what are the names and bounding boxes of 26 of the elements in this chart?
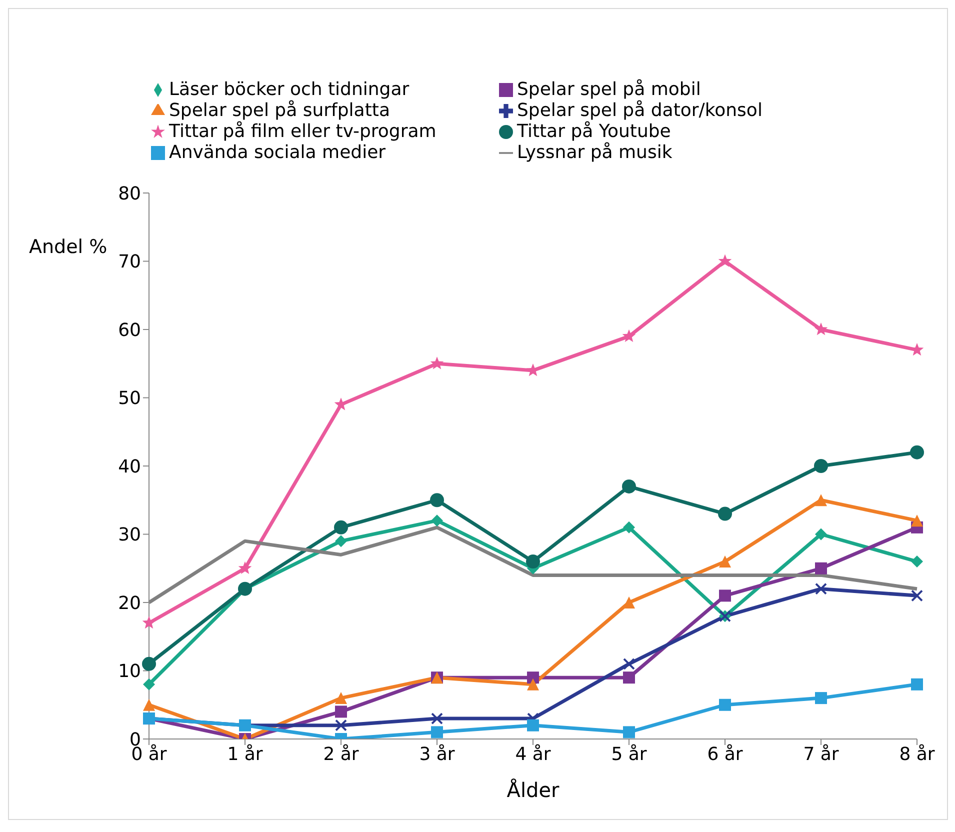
- x-tick-label: 3 år: [419, 744, 456, 765]
- y-axis-title: Andel %: [29, 236, 108, 258]
- y-tick-label: 50: [118, 388, 141, 410]
- x-tick-label: 4 år: [515, 744, 552, 765]
- legend-label: Läser böcker och tidningar: [169, 79, 410, 100]
- y-tick-label: 60: [118, 320, 141, 341]
- legend-label: Spelar spel på mobil: [517, 79, 702, 100]
- x-axis-title: Ålder: [506, 778, 560, 802]
- x-tick-label: 2 år: [323, 744, 360, 765]
- y-tick-label: 40: [118, 456, 141, 478]
- y-tick-label: 20: [118, 592, 141, 614]
- y-tick-label: 30: [118, 524, 141, 546]
- x-tick-label: 6 år: [707, 744, 744, 765]
- y-tick-label: 70: [118, 252, 141, 273]
- legend-label: Tittar på Youtube: [517, 121, 672, 142]
- legend-label: Spelar spel på dator/konsol: [517, 100, 764, 121]
- legend-label: Använda sociala medier: [169, 142, 387, 163]
- y-tick-label: 10: [118, 661, 141, 682]
- x-tick-label: 7 år: [803, 744, 840, 765]
- x-tick-label: 8 år: [899, 744, 936, 765]
- legend-label: Lyssnar på musik: [517, 142, 674, 163]
- y-tick-label: 80: [118, 183, 141, 204]
- legend-label: Tittar på film eller tv-program: [169, 121, 438, 142]
- legend-label: Spelar spel på surfplatta: [169, 100, 391, 121]
- x-tick-label: 5 år: [611, 744, 648, 765]
- x-tick-label: 1 år: [227, 744, 264, 765]
